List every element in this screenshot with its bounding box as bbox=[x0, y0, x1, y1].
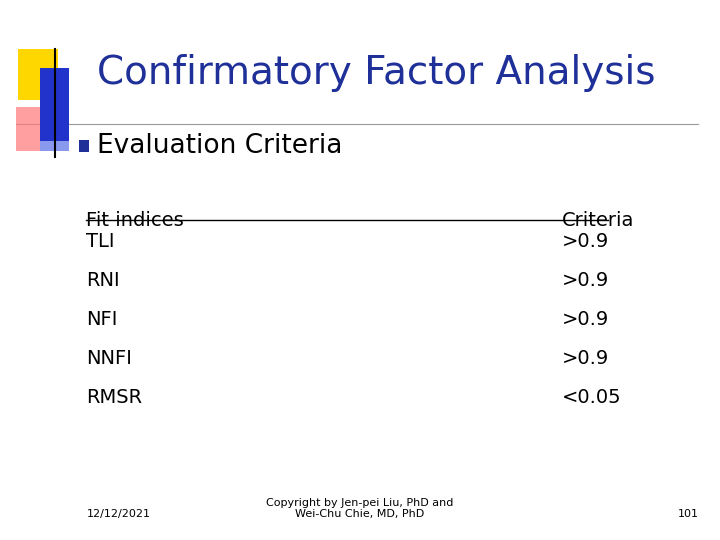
Text: Criteria: Criteria bbox=[562, 211, 634, 229]
Text: Evaluation Criteria: Evaluation Criteria bbox=[97, 133, 343, 159]
Text: <0.05: <0.05 bbox=[562, 388, 621, 407]
Text: >0.9: >0.9 bbox=[562, 271, 609, 290]
Text: RNI: RNI bbox=[86, 271, 120, 290]
Text: >0.9: >0.9 bbox=[562, 232, 609, 251]
Text: Copyright by Jen-pei Liu, PhD and
Wei-Chu Chie, MD, PhD: Copyright by Jen-pei Liu, PhD and Wei-Ch… bbox=[266, 498, 454, 519]
Text: >0.9: >0.9 bbox=[562, 349, 609, 368]
Text: NFI: NFI bbox=[86, 310, 118, 329]
Text: RMSR: RMSR bbox=[86, 388, 143, 407]
Text: Confirmatory Factor Analysis: Confirmatory Factor Analysis bbox=[97, 54, 656, 92]
Text: Fit indices: Fit indices bbox=[86, 211, 184, 229]
Text: 101: 101 bbox=[678, 509, 698, 519]
Text: TLI: TLI bbox=[86, 232, 115, 251]
Text: >0.9: >0.9 bbox=[562, 310, 609, 329]
Text: 12/12/2021: 12/12/2021 bbox=[86, 509, 150, 519]
Text: NNFI: NNFI bbox=[86, 349, 132, 368]
